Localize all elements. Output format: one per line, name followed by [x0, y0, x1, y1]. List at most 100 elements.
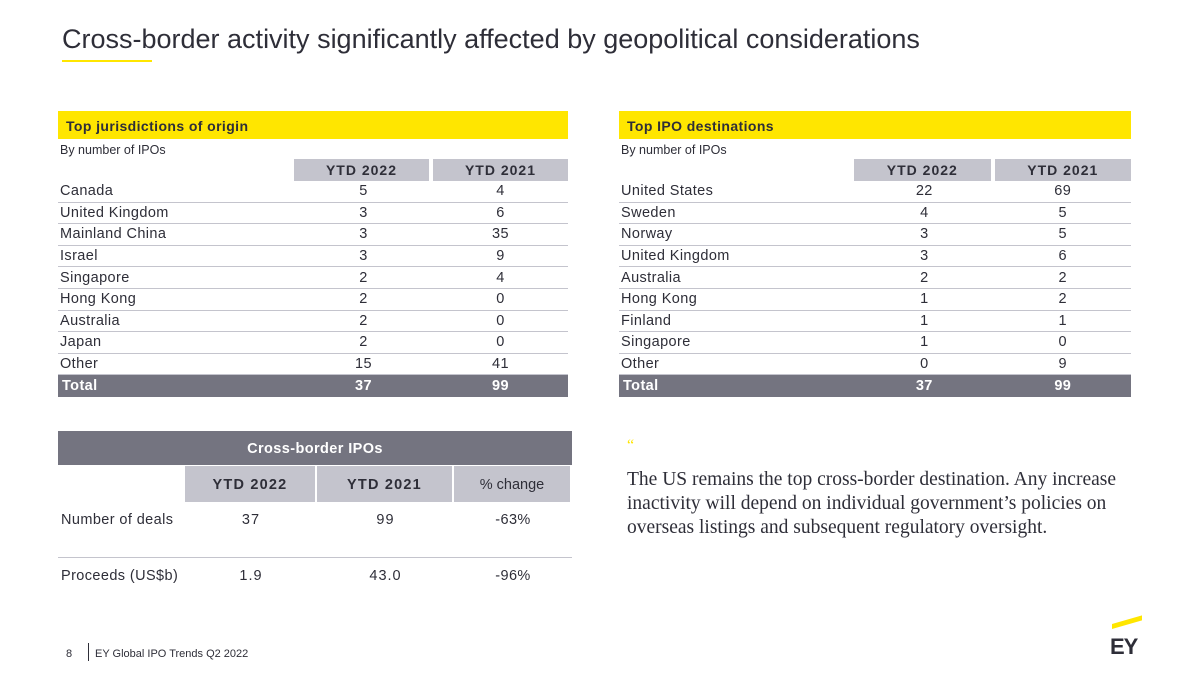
destination-table: Top IPO destinations By number of IPOs Y…: [619, 111, 1132, 398]
value-ytd2022: 3: [920, 226, 929, 243]
value-ytd2022: 2: [920, 269, 929, 286]
row-label: Sweden: [621, 204, 676, 221]
value-ytd2022: 4: [920, 204, 929, 221]
footer-text: EY Global IPO Trends Q2 2022: [95, 648, 249, 660]
title-accent-bar: [62, 60, 152, 62]
logo-beam: [1112, 615, 1142, 629]
row-label: Australia: [621, 269, 682, 286]
row-label: Finland: [621, 312, 672, 329]
value-ytd2021: 0: [1058, 334, 1067, 351]
value-ytd2021: 5: [1058, 204, 1067, 221]
value-ytd2021: 2: [1058, 291, 1067, 308]
table-row: Sweden 4 5: [619, 203, 1131, 225]
deals-change: -63%: [495, 512, 531, 528]
value-ytd2021: 0: [496, 312, 505, 329]
row-label: Canada: [60, 183, 114, 200]
destination-col-ytd2021: YTD 2021: [994, 159, 1132, 181]
proceeds-ytd2021: 43.0: [369, 568, 402, 584]
logo-text: EY: [1110, 634, 1138, 659]
row-label: Australia: [60, 312, 121, 329]
origin-table-body: Canada 5 4 United Kingdom 3 6 Mainland China 3 3…: [58, 181, 568, 376]
deals-ytd2022: 37: [241, 512, 261, 528]
value-ytd2021: 35: [492, 226, 509, 243]
origin-table-title: Top jurisdictions of origin: [58, 111, 568, 139]
ey-logo-icon: EY: [1108, 615, 1144, 660]
value-ytd2022: 3: [359, 204, 368, 221]
row-label: United States: [621, 183, 714, 200]
table-row: Japan 2 0: [58, 332, 568, 354]
crossborder-row-proceeds: Proceeds (US$b) 1.9 43.0 -96%: [58, 558, 572, 614]
row-label: United Kingdom: [621, 248, 730, 265]
row-label: United Kingdom: [60, 204, 169, 221]
destination-table-body: United States 22 69 Sweden 4 5 Norway 3 5 United …: [619, 181, 1131, 376]
crossborder-column-headers: YTD 2022 YTD 2021 % change: [58, 466, 572, 502]
row-label: Hong Kong: [621, 291, 698, 308]
total-ytd2021: 99: [1054, 378, 1072, 395]
crossborder-table: Cross-border IPOs YTD 2022 YTD 2021 % ch…: [58, 431, 572, 614]
page-number: 8: [66, 648, 73, 660]
value-ytd2022: 2: [359, 334, 368, 351]
table-row: Singapore 2 4: [58, 267, 568, 289]
table-row: Other 15 41: [58, 354, 568, 376]
value-ytd2022: 1: [920, 312, 929, 329]
row-label: Singapore: [621, 334, 691, 351]
origin-table-total-row: Total 37 99: [58, 375, 568, 398]
value-ytd2022: 5: [359, 183, 368, 200]
table-row: Hong Kong 2 0: [58, 289, 568, 311]
value-ytd2021: 0: [496, 334, 505, 351]
table-row: Mainland China 3 35: [58, 224, 568, 246]
total-label: Total: [623, 378, 659, 395]
value-ytd2021: 9: [1058, 356, 1067, 373]
row-label: Mainland China: [60, 226, 167, 243]
origin-table: Top jurisdictions of origin By number of…: [58, 111, 568, 398]
origin-table-subtitle: By number of IPOs: [60, 143, 166, 157]
row-label: Singapore: [60, 269, 130, 286]
quote-text: The US remains the top cross-border dest…: [627, 469, 1116, 538]
value-ytd2022: 1: [920, 334, 929, 351]
total-ytd2022: 37: [915, 378, 933, 395]
row-label: Other: [60, 356, 99, 373]
value-ytd2021: 4: [496, 269, 505, 286]
page-title: Cross-border activity significantly affe…: [62, 24, 920, 54]
destination-table-subtitle: By number of IPOs: [621, 143, 727, 157]
table-row: United States 22 69: [619, 181, 1131, 203]
destination-table-title: Top IPO destinations: [619, 111, 1131, 139]
row-label: Israel: [60, 248, 98, 265]
proceeds-ytd2022: 1.9: [239, 568, 263, 584]
table-row: Hong Kong 1 2: [619, 289, 1131, 311]
quote-mark-icon: “: [627, 437, 635, 454]
crossborder-table-title: Cross-border IPOs: [58, 431, 572, 465]
value-ytd2021: 6: [496, 204, 505, 221]
table-row: Australia 2 0: [58, 311, 568, 333]
crossborder-col-ytd2022: YTD 2022: [185, 466, 315, 502]
table-row: Israel 3 9: [58, 246, 568, 268]
table-row: Australia 2 2: [619, 267, 1131, 289]
value-ytd2021: 9: [496, 248, 505, 265]
value-ytd2022: 3: [359, 226, 368, 243]
row-label: Japan: [60, 334, 102, 351]
crossborder-col-change: % change: [454, 466, 570, 502]
value-ytd2022: 3: [920, 248, 929, 265]
row-label: Norway: [621, 226, 673, 243]
value-ytd2022: 2: [359, 269, 368, 286]
value-ytd2022: 2: [359, 291, 368, 308]
total-ytd2022: 37: [355, 378, 372, 395]
value-ytd2021: 0: [496, 291, 505, 308]
deals-ytd2021: 99: [376, 512, 395, 528]
destination-col-ytd2022: YTD 2022: [854, 159, 991, 181]
row-label: Other: [621, 356, 660, 373]
value-ytd2022: 15: [355, 356, 372, 373]
value-ytd2021: 2: [1058, 269, 1067, 286]
footer-divider: [88, 643, 89, 661]
origin-table-column-headers: YTD 2022 YTD 2021: [58, 159, 568, 181]
origin-col-ytd2022: YTD 2022: [294, 159, 429, 181]
value-ytd2022: 0: [920, 356, 929, 373]
crossborder-row-deals: Number of deals 37 99 -63%: [58, 502, 572, 558]
value-ytd2021: 69: [1054, 183, 1072, 200]
table-row: Finland 1 1: [619, 311, 1131, 333]
destination-table-column-headers: YTD 2022 YTD 2021: [619, 159, 1132, 181]
destination-table-total-row: Total 37 99: [619, 375, 1131, 398]
table-row: Norway 3 5: [619, 224, 1131, 246]
row-label: Hong Kong: [60, 291, 137, 308]
crossborder-col-ytd2021: YTD 2021: [317, 466, 452, 502]
